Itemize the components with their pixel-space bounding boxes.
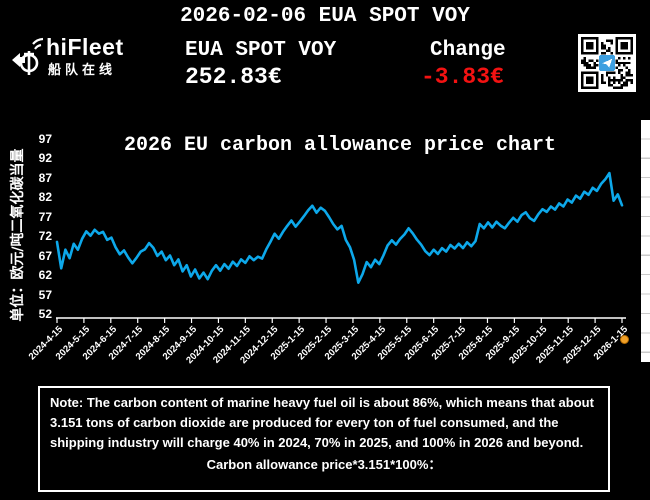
y-axis-unit-label: 单位：欧元/吨二氧化碳当量 (10, 148, 26, 322)
y-tick-label: 97 (38, 132, 52, 146)
small-orange-dot (620, 335, 629, 344)
y-tick-label: 87 (38, 170, 52, 185)
qr-code (578, 34, 636, 92)
change-label: Change (430, 39, 506, 62)
note-box: Note: The carbon content of marine heavy… (38, 386, 610, 492)
y-tick-label: 77 (38, 209, 52, 224)
price-chart (55, 171, 626, 323)
y-tick-label: 52 (38, 307, 52, 321)
right-edge-table-strip (641, 120, 650, 362)
chart-title: 2026 EU carbon allowance price chart (123, 134, 557, 157)
price-value: 252.83€ (185, 64, 282, 90)
price-line (55, 171, 624, 285)
qr-code-image (581, 37, 633, 89)
instrument-label: EUA SPOT VOY (185, 39, 337, 62)
y-tick-label: 57 (38, 287, 52, 302)
y-tick-label: 72 (38, 229, 52, 244)
y-tick-label: 62 (38, 268, 52, 283)
y-tick-label: 82 (38, 190, 52, 205)
report-title: 2026-02-06 EUA SPOT VOY (180, 5, 470, 28)
note-formula: Carbon allowance price*3.151*100%： (206, 457, 442, 473)
change-value: -3.83€ (421, 64, 504, 90)
note-text: Note: The carbon content of marine heavy… (50, 395, 594, 451)
y-tick-label: 92 (38, 151, 52, 166)
y-tick-label: 67 (38, 248, 52, 263)
hifleet-logo-icon (12, 37, 44, 75)
brand-name-chinese: 船队在线 (48, 63, 117, 78)
brand-name: hiFleet (46, 34, 124, 60)
